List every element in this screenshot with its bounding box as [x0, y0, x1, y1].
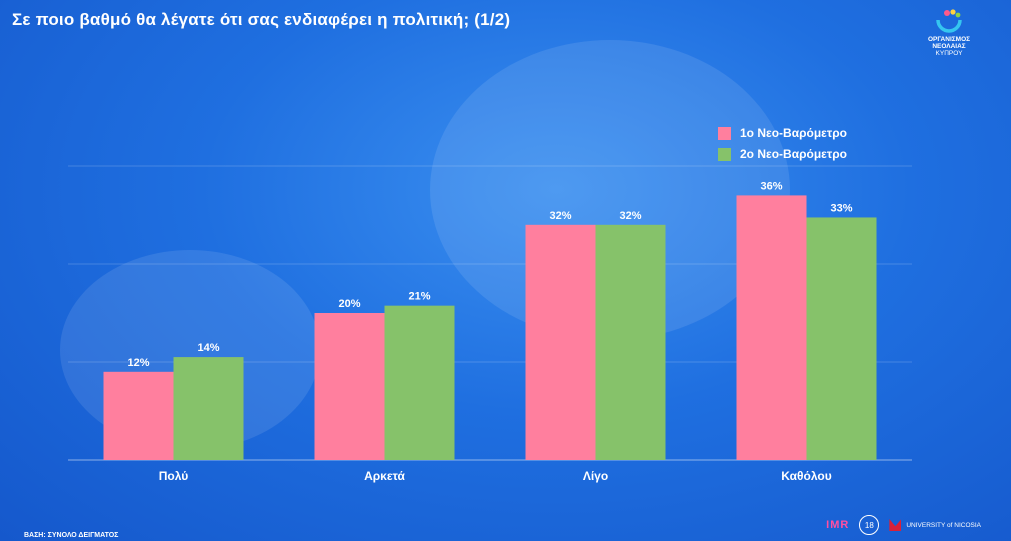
legend-item-series1: 1ο Νεο-Βαρόμετρο	[718, 124, 847, 142]
x-tick-label-4: Καθόλου	[781, 469, 831, 483]
footer-logos: IMR 18 UNIVERSITY of NICOSIA	[826, 515, 981, 535]
sample-base-note: ΒΑΣΗ: ΣΥΝΟΛΟ ΔΕΙΓΜΑΤΟΣ	[24, 532, 119, 539]
legend-item-series2: 2ο Νεο-Βαρόμετρο	[718, 145, 847, 163]
legend-swatch-series2	[718, 147, 731, 161]
logo-line3: ΚΥΠΡΟΥ	[935, 50, 963, 57]
bar-series1-1	[103, 371, 174, 460]
legend-label-series1: 1ο Νεο-Βαρόμετρο	[740, 126, 847, 140]
data-label-series2-3: 32%	[619, 210, 641, 222]
bar-series2-3	[595, 224, 666, 460]
logo-line1: ΟΡΓΑΝΙΣΜΟΣ	[927, 36, 971, 43]
data-label-series2-1: 14%	[197, 342, 219, 354]
logo-line2: ΝΕΟΛΑΙΑΣ	[932, 43, 966, 50]
university-logo: UNIVERSITY of NICOSIA	[889, 519, 981, 531]
data-label-series1-1: 12%	[127, 357, 149, 369]
bar-series1-3	[525, 224, 596, 460]
data-label-series1-3: 32%	[549, 210, 571, 222]
data-label-series1-4: 36%	[760, 180, 782, 192]
legend-label-series2: 2ο Νεο-Βαρόμετρο	[740, 147, 847, 161]
university-mark-icon	[889, 519, 902, 531]
bar-series2-1	[173, 357, 244, 460]
imr-logo: IMR	[826, 519, 850, 531]
page-title: Σε ποιο βαθμό θα λέγατε ότι σας ενδιαφέρ…	[12, 10, 511, 29]
data-label-series1-2: 20%	[338, 298, 360, 310]
chart-legend: 1ο Νεο-Βαρόμετρο 2ο Νεο-Βαρόμετρο	[718, 124, 847, 166]
data-label-series2-2: 21%	[408, 291, 430, 303]
x-tick-label-3: Λίγο	[583, 469, 608, 483]
x-tick-label-2: Αρκετά	[364, 469, 405, 483]
bar-series1-4	[736, 195, 807, 460]
bar-series1-2	[314, 313, 385, 460]
x-tick-label-1: Πολύ	[159, 469, 188, 483]
organization-logo: ΟΡΓΑΝΙΣΜΟΣ ΝΕΟΛΑΙΑΣ ΚΥΠΡΟΥ	[909, 6, 989, 62]
logo-icon	[936, 9, 962, 33]
bar-series2-4	[806, 217, 877, 460]
university-name: UNIVERSITY of NICOSIA	[906, 521, 981, 529]
bar-series2-2	[384, 305, 455, 460]
legend-swatch-series1	[718, 126, 731, 140]
data-label-series2-4: 33%	[830, 202, 852, 214]
anniversary-badge: 18	[859, 515, 880, 535]
